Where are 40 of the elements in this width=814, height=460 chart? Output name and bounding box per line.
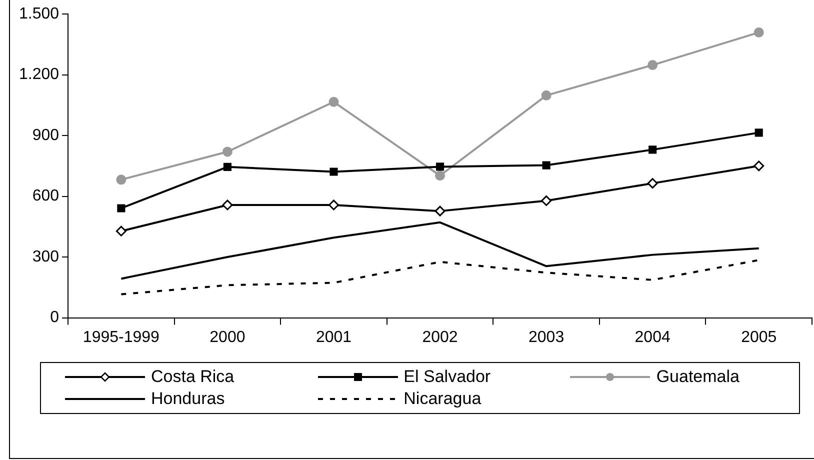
point bbox=[223, 162, 232, 171]
point bbox=[754, 160, 764, 172]
x-tick-label: 2002 bbox=[422, 328, 458, 346]
point bbox=[117, 204, 126, 212]
legend-label: Nicaragua bbox=[404, 389, 482, 409]
point bbox=[434, 206, 446, 216]
y-tick-label: 0 bbox=[50, 309, 60, 326]
point bbox=[542, 161, 550, 170]
line-series bbox=[120, 259, 760, 296]
point bbox=[648, 146, 657, 154]
x-tick-label: 1995-1999 bbox=[82, 328, 160, 346]
y-tick-label: 600 bbox=[32, 188, 60, 205]
point bbox=[328, 200, 339, 210]
point bbox=[330, 168, 338, 176]
point bbox=[541, 90, 552, 100]
point bbox=[222, 200, 233, 210]
x-tick-label: 2003 bbox=[528, 328, 564, 346]
x-tick-label: 2004 bbox=[634, 328, 670, 346]
legend-label: Costa Rica bbox=[151, 367, 234, 387]
point bbox=[436, 162, 444, 171]
point bbox=[328, 96, 339, 107]
x-tick-label: 2001 bbox=[316, 328, 352, 346]
point bbox=[648, 60, 658, 70]
point bbox=[754, 27, 764, 38]
legend-label: Honduras bbox=[151, 389, 225, 409]
x-tick-label: 2000 bbox=[210, 328, 246, 346]
point bbox=[647, 178, 658, 189]
point bbox=[754, 128, 763, 137]
y-tick-label: 300 bbox=[32, 248, 60, 266]
point bbox=[116, 174, 126, 185]
y-tick-label: 1.200 bbox=[18, 66, 60, 84]
y-tick-label: 900 bbox=[32, 126, 60, 144]
point bbox=[222, 146, 232, 157]
y-tick-label: 1.500 bbox=[18, 5, 60, 22]
point bbox=[541, 195, 552, 206]
point bbox=[116, 226, 126, 236]
x-tick-label: 2005 bbox=[741, 328, 777, 346]
legend-label: El Salvador bbox=[404, 367, 491, 387]
point bbox=[435, 170, 446, 181]
legend-label: Guatemala bbox=[656, 367, 740, 387]
